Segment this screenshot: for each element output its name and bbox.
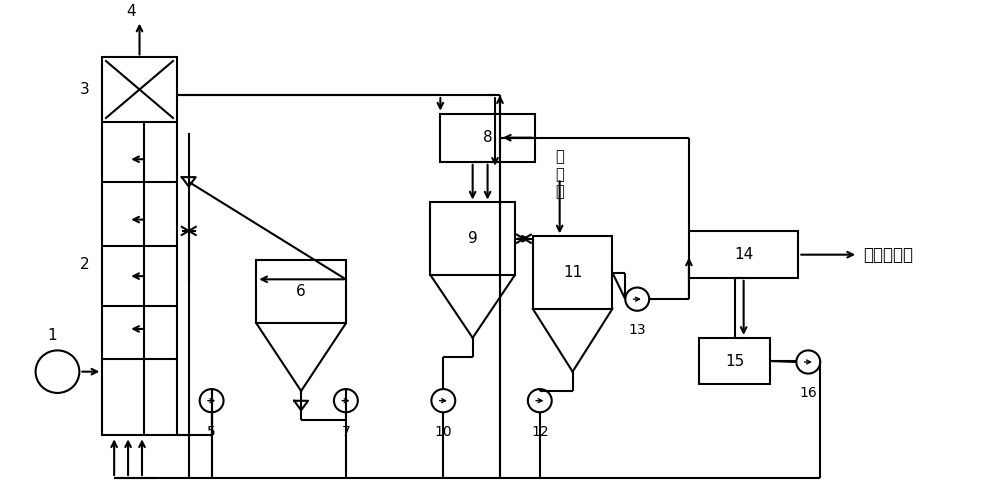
Bar [440,113,535,162]
Text: 9: 9 [468,231,478,246]
Text: 12: 12 [531,425,549,439]
Text: 15: 15 [725,353,744,368]
Text: 5: 5 [207,425,216,439]
Text: 7: 7 [341,425,350,439]
Bar [102,57,177,434]
Text: 6: 6 [296,284,306,299]
Text: 4: 4 [127,4,136,19]
Bar [533,236,612,309]
Text: 3: 3 [79,82,89,97]
Bar [256,261,346,324]
Text: 10: 10 [435,425,452,439]
Text: 8: 8 [483,130,492,145]
Text: 硫酸铵晶体: 硫酸铵晶体 [863,245,913,264]
Text: 14: 14 [734,247,753,262]
Text: 13: 13 [628,324,646,337]
Text: 16: 16 [799,386,817,400]
Bar [689,231,798,278]
Text: 2: 2 [80,258,89,272]
Text: 11: 11 [563,265,582,280]
Bar [699,338,770,384]
Text: 补
充
氨: 补 充 氨 [555,149,564,199]
Bar [430,203,515,275]
Text: 1: 1 [48,328,57,343]
